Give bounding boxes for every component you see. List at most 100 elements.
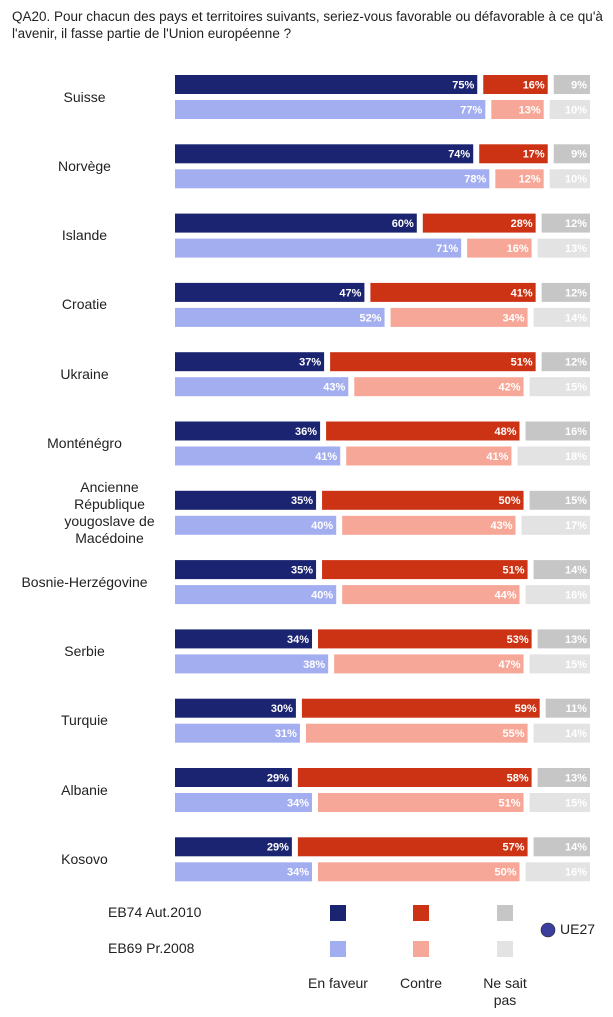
category-label: Albanie [61,781,108,798]
value-label: 58% [507,772,529,784]
value-label: 42% [499,382,521,394]
value-label: 12% [519,174,541,186]
legend-segment-label: En faveur [308,975,368,991]
bar-segment [354,377,524,397]
value-label: 10% [565,174,587,186]
bar-segment [175,352,325,372]
bar-segment [175,238,462,258]
category-label: Bosnie-Herzégovine [21,573,148,590]
bar-segment [541,352,590,372]
value-label: 35% [291,495,313,507]
value-label: 16% [523,79,545,91]
bar-segment [322,560,528,580]
value-label: 38% [303,659,325,671]
value-label: 13% [565,634,587,646]
bar-segment [175,560,317,580]
value-label: 40% [311,590,333,602]
category-label: Ancienne République yougoslave de Macédo… [64,478,155,546]
legend-swatch [330,941,346,957]
bar-segment [346,446,512,466]
category-label: Turquie [61,712,108,729]
value-label: 10% [565,104,587,116]
bar-segment [342,585,520,605]
bar-segment [297,837,528,857]
value-label: 34% [287,867,309,879]
bar-segment [175,100,486,119]
bar-segment [175,793,313,812]
bar-segment [330,352,536,372]
value-label: 50% [494,867,516,879]
value-label: 14% [565,312,587,324]
bar-segment [342,515,516,535]
bar-segment [537,629,590,649]
value-label: 14% [565,728,587,740]
bar-segment [297,768,532,787]
bar-segment [175,698,296,718]
bar-segment [533,307,590,327]
value-label: 9% [571,79,587,91]
value-label: 29% [267,842,289,854]
legend-label: EB74 Aut.2010 [108,904,202,920]
bar-segment [318,629,532,649]
value-label: 47% [339,287,361,299]
value-label: 50% [499,495,521,507]
bar-segment [175,446,341,466]
bar-segment [517,446,590,466]
value-label: 12% [565,357,587,369]
bar-segment [175,282,365,302]
bar-segment [529,490,590,510]
value-label: 17% [565,520,587,532]
value-label: 34% [287,634,309,646]
value-label: 14% [565,842,587,854]
value-label: 15% [565,659,587,671]
bar-segment [525,421,590,441]
category-label: Islande [61,227,108,244]
bar-segment [175,421,321,441]
bar-segment [545,698,590,718]
bar-segment [175,213,417,233]
bar-segment [491,100,544,119]
bar-segment [175,307,385,327]
bar-segment [175,768,292,787]
bar-segment [175,144,474,164]
bar-segment [422,213,536,233]
legend-swatch [497,905,513,921]
value-label: 77% [460,104,482,116]
value-label: 34% [287,797,309,809]
value-label: 16% [507,243,529,255]
bar-segment [525,585,590,605]
bar-segment [533,837,590,857]
bar-segment [529,377,590,397]
value-label: 43% [490,520,512,532]
value-label: 35% [291,565,313,577]
value-label: 13% [519,104,541,116]
bar-segment [521,515,590,535]
category-label: Monténégro [47,435,122,451]
bar-segment [175,723,300,743]
bar-segment [175,75,478,94]
bar-segment [318,862,520,882]
bar-segment [495,169,544,189]
bar-segment [175,654,329,674]
bar-segment [175,629,313,649]
value-label: 52% [360,312,382,324]
bar-segment [537,768,590,787]
value-label: 74% [448,149,470,161]
value-label: 30% [271,703,293,715]
value-label: 40% [311,520,333,532]
value-label: 9% [571,149,587,161]
value-label: 57% [503,842,525,854]
bar-segment [533,560,590,580]
value-label: 51% [499,797,521,809]
bar-segment [175,377,349,397]
value-label: 51% [511,357,533,369]
bar-segment [175,862,313,882]
value-label: 43% [323,382,345,394]
bar-segment [483,75,548,94]
bar-segment [175,585,337,605]
legend-swatch [413,905,429,921]
value-label: 13% [565,772,587,784]
category-label: Kosovo [61,850,108,867]
